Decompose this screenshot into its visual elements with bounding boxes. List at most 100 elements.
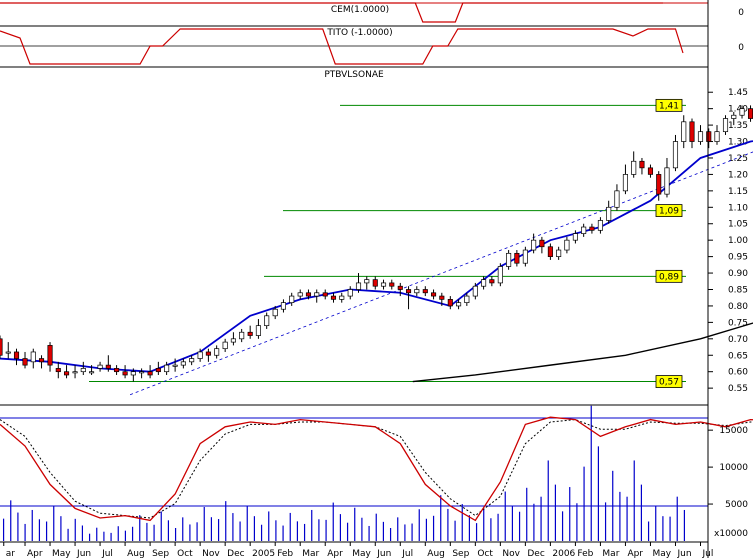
candle-body-73: [606, 206, 612, 221]
candle-body-23: [189, 358, 195, 363]
candle-body-18: [147, 371, 153, 376]
price-y-tick-label-1: 1.40: [728, 105, 748, 115]
price-y-tick-label-2: 1.35: [728, 121, 748, 131]
candle-body-35: [289, 295, 295, 303]
candle-body-61: [506, 252, 512, 267]
candle-body-86: [714, 131, 720, 142]
support-tag-label-1: 1,09: [659, 207, 679, 217]
price-y-tick-label-15: 0.70: [728, 335, 748, 345]
candle-body-83: [689, 121, 695, 142]
candle-body-79: [656, 174, 662, 195]
x-tick-label-18: Sep: [452, 549, 469, 558]
candle-body-45: [372, 279, 378, 287]
tito-line: [0, 28, 684, 65]
candle-body-27: [222, 341, 228, 350]
candle-body-60: [497, 266, 503, 284]
candle-body-74: [614, 190, 620, 208]
candle-body-64: [531, 239, 537, 251]
candle-body-37: [305, 292, 312, 297]
support-levels: 1,41 1,09 0,89 0,57: [89, 98, 686, 388]
x-tick-label-4: Jul: [101, 549, 113, 558]
candle-body-17: [139, 371, 145, 374]
x-tick-label-2: May: [52, 549, 71, 558]
candle-body-53: [439, 295, 445, 300]
x-tick-label-23: Feb: [577, 549, 593, 558]
candle-body-85: [706, 131, 712, 142]
candle-body-20: [164, 364, 170, 373]
price-y-tick-label-6: 1.15: [728, 187, 748, 197]
x-tick-label-24: Mar: [602, 549, 619, 558]
candle-body-57: [472, 285, 478, 297]
x-tick-label-26: May: [652, 549, 671, 558]
price-panel: PTBVLSONAE 1.451.401.351.301.251.201.151…: [0, 70, 753, 396]
support-tag-0: [655, 98, 683, 112]
candle-body-42: [347, 289, 353, 297]
x-tick-label-28: Jul: [701, 549, 713, 558]
candle-body-56: [464, 295, 470, 303]
candle-body-7: [55, 368, 61, 373]
candle-body-46: [380, 282, 387, 287]
candle-body-6: [47, 345, 53, 366]
candle-body-87: [722, 118, 729, 133]
candle-body-63: [522, 249, 528, 264]
cem-label: CEM(1.0000): [331, 5, 389, 15]
candle-body-62: [514, 252, 520, 264]
candle-body-47: [389, 282, 395, 287]
candle-body-75: [622, 174, 628, 192]
candle-body-30: [247, 331, 253, 336]
candle-body-21: [172, 364, 178, 367]
x-tick-label-20: Nov: [502, 549, 520, 558]
candle-body-81: [672, 141, 679, 169]
candle-body-14: [114, 368, 120, 373]
oscillator-panel: 15000 10000 5000 x10000: [0, 404, 753, 541]
price-y-tick-label-12: 0.85: [728, 285, 748, 295]
candle-body-34: [280, 302, 287, 310]
candle-body-3: [22, 358, 28, 366]
candle-body-11: [89, 371, 95, 374]
support-tag-3: [655, 375, 683, 388]
candle-body-89: [739, 108, 745, 116]
candle-body-19: [155, 368, 161, 373]
x-tick-label-8: Nov: [202, 549, 220, 558]
candle-body-12: [97, 364, 103, 369]
candle-body-52: [431, 292, 437, 297]
price-y-tick-label-5: 1.20: [728, 170, 748, 180]
x-tick-label-11: Feb: [277, 549, 293, 558]
candle-body-32: [264, 315, 270, 327]
price-y-tick-label-7: 1.10: [728, 203, 748, 213]
candle-body-72: [597, 220, 603, 231]
support-tag-1: [655, 204, 683, 217]
candle-body-38: [314, 292, 320, 297]
candle-body-84: [697, 131, 704, 142]
x-tick-label-15: Jun: [376, 549, 391, 558]
candle-body-5: [38, 358, 45, 363]
candle-body-24: [197, 351, 203, 359]
price-y-tick-label-11: 0.90: [728, 269, 748, 279]
candle-body-2: [13, 351, 20, 359]
support-tag-2: [655, 269, 683, 283]
candle-body-70: [581, 226, 587, 234]
candle-body-29: [239, 331, 245, 340]
x-axis: ar Apr May Jun Jul Aug Sep Oct Nov Dec 2005 Feb Mar A…: [0, 541, 713, 558]
price-y-tick-label-4: 1.25: [728, 154, 748, 164]
candle-body-1: [5, 351, 11, 354]
candle-body-69: [572, 233, 578, 241]
candlesticks: [0, 105, 753, 382]
x-tick-label-0: ar: [6, 549, 16, 558]
candle-body-28: [230, 338, 236, 343]
candle-body-31: [255, 325, 261, 336]
x-tick-label-5: Aug: [127, 549, 145, 558]
price-y-tick-label-18: 0.55: [728, 384, 748, 394]
candle-body-71: [589, 226, 595, 231]
tito-panel: TITO (-1.0000) 0: [0, 28, 744, 68]
candle-body-65: [539, 239, 545, 248]
price-y-tick-label-8: 1.05: [728, 220, 748, 230]
price-y-tick-label-14: 0.75: [728, 318, 748, 328]
candle-body-90: [747, 108, 753, 119]
x-tick-label-22: 2006: [552, 549, 575, 558]
candle-body-51: [422, 289, 428, 294]
candle-body-25: [205, 351, 211, 356]
candle-body-36: [297, 292, 303, 297]
x-tick-label-3: Jun: [76, 549, 91, 558]
